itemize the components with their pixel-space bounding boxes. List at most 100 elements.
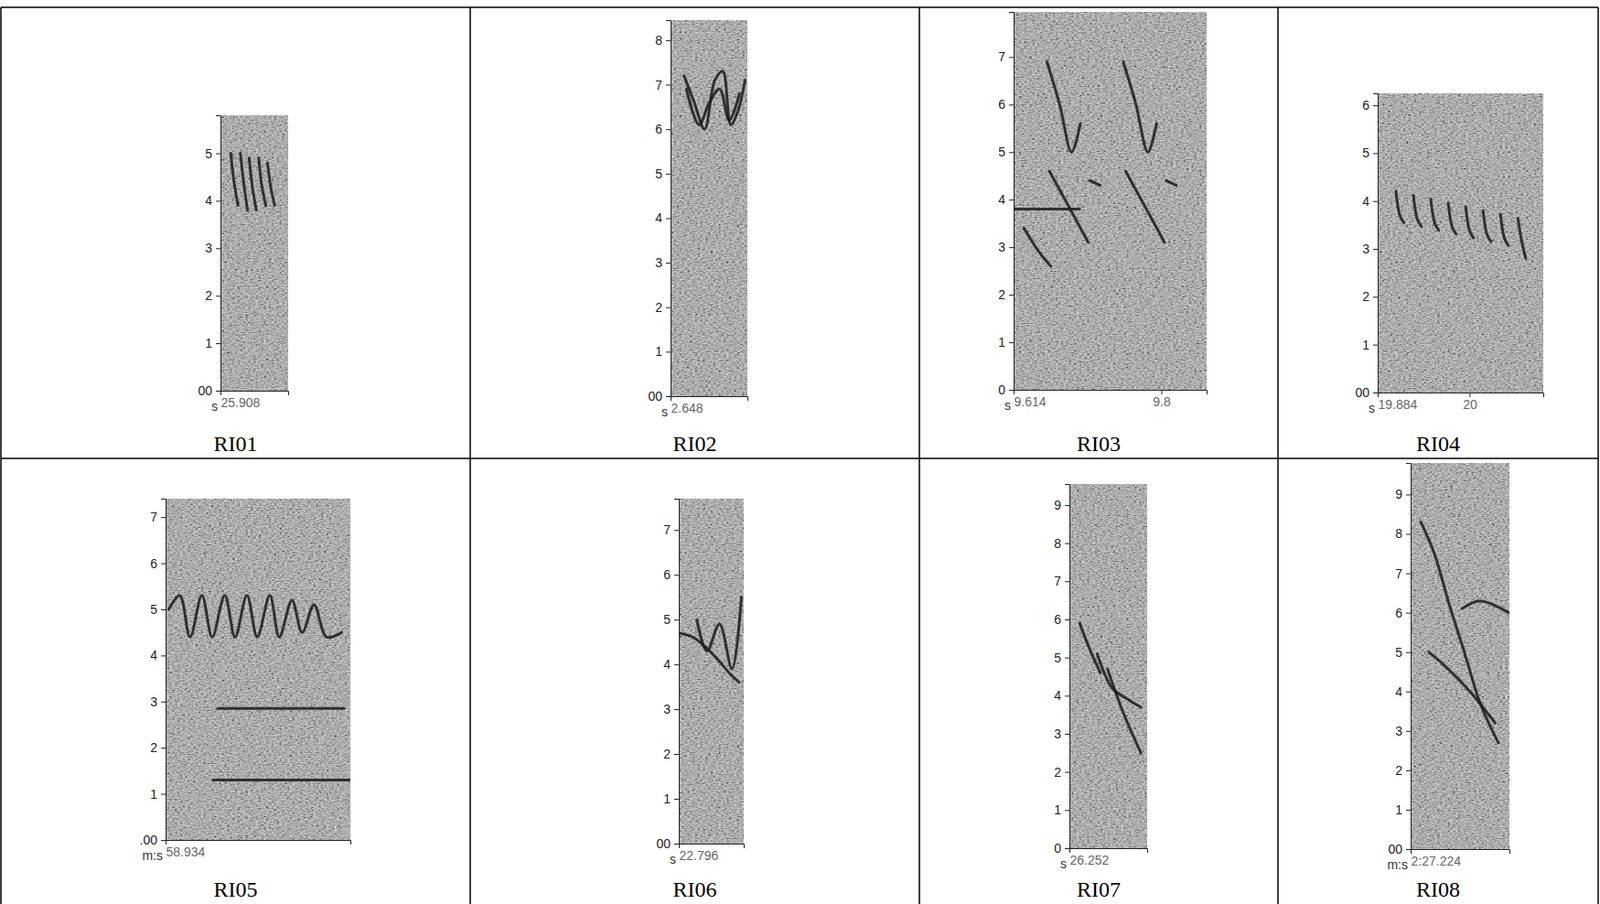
tick-label: 00 xyxy=(655,836,671,851)
table-rule xyxy=(469,7,472,904)
y-tick: 3 xyxy=(1053,726,1070,741)
tick-mark xyxy=(1373,344,1378,346)
traces xyxy=(1079,622,1141,753)
y-tick: 00 xyxy=(197,383,221,398)
plot-background xyxy=(1410,462,1510,849)
y-tick: 5 xyxy=(1362,145,1378,161)
y-tick: 00 xyxy=(655,836,679,851)
y-tick: 9 xyxy=(1053,497,1070,513)
tick-label: 6 xyxy=(1395,605,1403,621)
trace xyxy=(248,158,257,211)
y-tick: 2 xyxy=(1362,289,1378,304)
trace xyxy=(213,778,351,782)
trace xyxy=(1465,206,1474,238)
tick-mark xyxy=(161,563,166,565)
trace xyxy=(1395,191,1405,223)
y-tick: 1 xyxy=(1053,802,1070,817)
tick-label: 3 xyxy=(150,694,158,709)
tick-label: 4 xyxy=(150,647,158,663)
tick-label: 2 xyxy=(1395,762,1403,778)
plot-texture xyxy=(1377,93,1544,393)
plot-background xyxy=(1013,11,1207,390)
tick-mark xyxy=(1373,105,1378,107)
traces xyxy=(168,595,351,781)
tick-label: 26.252 xyxy=(1070,852,1110,868)
table-rule xyxy=(1277,7,1279,904)
y-tick: 2 xyxy=(655,300,671,315)
trace xyxy=(1500,214,1509,246)
axis-title: s xyxy=(1060,856,1067,871)
tick-mark xyxy=(161,516,166,518)
panel-title: RI04 xyxy=(1416,431,1461,456)
y-tick: 1 xyxy=(663,791,679,806)
y-tick: 00 xyxy=(647,388,671,404)
axis-line xyxy=(1009,12,1015,391)
tick-label: 0 xyxy=(1053,840,1062,856)
y-axis: .001234567 xyxy=(139,499,167,848)
y-tick: 7 xyxy=(998,49,1014,65)
trace xyxy=(267,162,275,206)
trace xyxy=(1079,622,1101,673)
trace xyxy=(1125,171,1165,243)
tick-label: 3 xyxy=(1053,726,1062,741)
tick-label: 6 xyxy=(998,96,1006,112)
plot-texture xyxy=(678,498,744,844)
y-tick: 8 xyxy=(1053,536,1070,551)
table-rule xyxy=(0,6,1599,9)
y-tick: 3 xyxy=(1362,241,1378,257)
trace xyxy=(686,88,740,125)
tick-label: 9 xyxy=(1053,497,1062,513)
x-axis: 19.88420 xyxy=(1378,392,1545,412)
plot-background xyxy=(1069,483,1148,849)
tick-mark xyxy=(1406,534,1411,536)
tick-label: 1 xyxy=(1395,802,1403,817)
y-tick: 0 xyxy=(998,382,1014,398)
tick-label: 25.908 xyxy=(221,395,261,410)
tick-mark xyxy=(1009,199,1014,201)
panel-title: RI06 xyxy=(673,877,718,902)
table-rule xyxy=(0,7,2,904)
tick-mark xyxy=(1064,657,1070,659)
y-tick: 4 xyxy=(1362,193,1378,209)
y-tick: 4 xyxy=(663,656,679,672)
tick-mark xyxy=(1064,619,1070,621)
plot-texture xyxy=(670,20,748,397)
tick-mark xyxy=(215,247,221,249)
y-tick: 8 xyxy=(655,32,671,48)
tick-label: 3 xyxy=(204,240,213,256)
y-axis: 00123456 xyxy=(1354,94,1378,400)
tick-label: 5 xyxy=(1053,650,1062,666)
tick-label: 19.884 xyxy=(1378,397,1418,412)
tick-label: 3 xyxy=(663,701,671,717)
trace xyxy=(1089,180,1100,185)
y-tick: 4 xyxy=(998,192,1014,207)
y-tick: 6 xyxy=(998,96,1014,112)
tick-label: 4 xyxy=(1362,193,1370,209)
tick-label: 1 xyxy=(655,343,663,359)
tick-label: 00 xyxy=(197,383,213,398)
axis-title: m:s xyxy=(141,848,163,863)
y-axis: 0012345 xyxy=(197,116,221,398)
trace xyxy=(1448,203,1457,235)
tick-mark xyxy=(665,351,671,353)
tick-mark xyxy=(1009,151,1014,153)
x-tick: 58.934 xyxy=(166,839,206,860)
y-tick: 0 xyxy=(1053,840,1070,856)
panel: 0012345619.88420sRI04 xyxy=(1354,93,1544,456)
panel-title: RI01 xyxy=(214,431,258,456)
tick-mark xyxy=(1373,392,1378,394)
trace xyxy=(1107,668,1141,753)
figure-svg: 001234525.908sRI0100123456782.648sRI0201… xyxy=(0,0,1600,904)
panel: .00123456758.934m:sRI05 xyxy=(139,498,352,902)
x-axis: 58.934 xyxy=(166,839,352,860)
trace xyxy=(240,153,248,211)
tick-mark xyxy=(1009,246,1014,248)
tick-label: 6 xyxy=(655,121,663,137)
trace xyxy=(697,597,742,669)
y-tick: 2 xyxy=(204,288,221,303)
y-tick: 1 xyxy=(150,786,166,802)
traces xyxy=(230,153,275,211)
y-tick: 1 xyxy=(1395,802,1411,817)
trace xyxy=(1166,180,1177,185)
tick-label: 3 xyxy=(1362,241,1370,257)
